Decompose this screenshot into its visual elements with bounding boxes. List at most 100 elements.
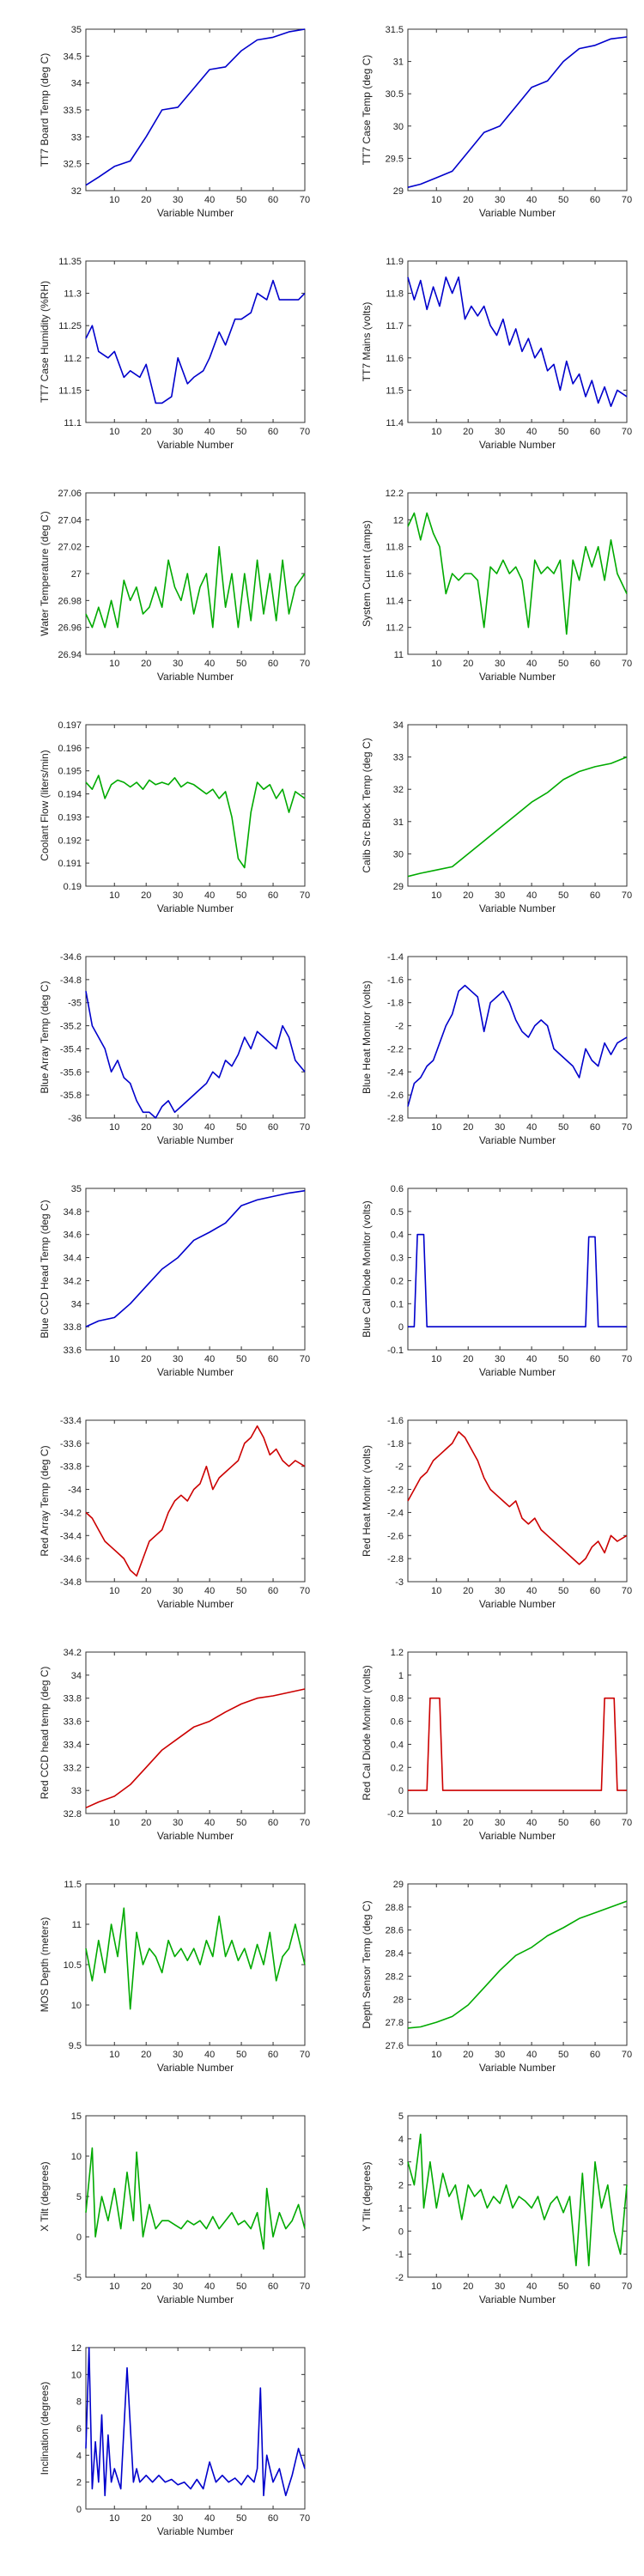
x-tick-label: 30 — [173, 659, 183, 669]
y-tick-label: 28 — [393, 1995, 404, 2005]
y-tick-label: 33 — [71, 132, 82, 143]
x-tick-label: 30 — [173, 427, 183, 437]
plot-area — [85, 1419, 306, 1583]
x-tick-label: 70 — [300, 1818, 310, 1828]
y-tick-label: 34.5 — [64, 52, 82, 62]
x-tick-label: 30 — [173, 2281, 183, 2292]
y-tick-label: 11.3 — [64, 289, 82, 300]
y-tick-label: -1.8 — [387, 1439, 404, 1449]
y-tick-label: 0.2 — [391, 1276, 404, 1286]
chart-panel: 10 20 30 40 50 60 70 26.94 26.96 26.98 27 27.02 27.0… — [0, 464, 322, 696]
y-tick-label: 33.2 — [64, 1763, 82, 1773]
plot-area — [85, 260, 306, 423]
y-tick-label: 27.02 — [58, 543, 82, 553]
plot-area — [407, 1883, 628, 2046]
y-tick-label: 31.5 — [386, 25, 404, 35]
x-tick-label: 40 — [204, 427, 215, 437]
x-tick-label: 40 — [526, 1586, 537, 1596]
y-tick-label: 0 — [76, 2505, 82, 2515]
y-tick-label: 0.1 — [391, 1299, 404, 1309]
y-axis-label: TT7 Case Humidity (%RH) — [39, 281, 51, 403]
y-tick-label: 34.4 — [64, 1254, 82, 1264]
x-tick-label: 30 — [495, 2050, 505, 2060]
y-tick-label: -2.4 — [387, 1067, 404, 1078]
chart-svg: 10 20 30 40 50 60 70 -2.8 -2.6 -2.4 -2.2 -2 -1.8 -1.6… — [361, 952, 632, 1146]
y-axis-label: Calib Src Block Temp (deg C) — [361, 738, 373, 872]
chart-panel: 10 20 30 40 50 60 70 -5 0 5 10 15 Variable Number X T… — [0, 2087, 322, 2318]
y-tick-label: -34.8 — [60, 1577, 82, 1588]
x-tick-label: 20 — [141, 2281, 151, 2292]
chart-svg: 10 20 30 40 50 60 70 -0.2 0 0.2 0.4 0.6 0.8 1 1.2 Varia… — [361, 1648, 632, 1842]
series-line — [85, 1189, 306, 1327]
x-tick-label: 30 — [495, 1586, 505, 1596]
y-tick-label: 27 — [71, 569, 82, 580]
chart-panel: 10 20 30 40 50 60 70 11 11.2 11.4 11.6 11.8 12 12.2 Va… — [322, 464, 644, 696]
x-tick-label: 60 — [590, 1818, 600, 1828]
x-tick-label: 60 — [268, 427, 278, 437]
x-tick-label: 10 — [431, 890, 441, 901]
x-tick-label: 30 — [173, 890, 183, 901]
y-tick-label: -33.8 — [60, 1462, 82, 1473]
y-tick-label: 10.5 — [64, 1960, 82, 1971]
plot-area — [85, 1651, 306, 1814]
series-line — [85, 2147, 306, 2250]
x-axis-label: Variable Number — [157, 671, 234, 683]
y-tick-label: 34 — [393, 720, 404, 731]
y-tick-label: 0.191 — [58, 859, 82, 869]
chart-svg: 10 20 30 40 50 60 70 11 11.2 11.4 11.6 11.8 12 12.2 Va… — [361, 489, 632, 683]
y-tick-label: 11.8 — [386, 543, 404, 553]
y-axis-label: Blue Array Temp (deg C) — [39, 981, 51, 1093]
y-tick-label: 34.6 — [64, 1230, 82, 1241]
x-tick-label: 60 — [590, 2050, 600, 2060]
x-tick-label: 70 — [622, 1818, 632, 1828]
y-tick-label: 32.8 — [64, 1809, 82, 1820]
y-tick-label: 0.5 — [391, 1207, 404, 1218]
x-tick-label: 30 — [173, 195, 183, 205]
y-tick-label: -35.6 — [60, 1067, 82, 1078]
y-tick-label: 11.5 — [386, 386, 404, 396]
x-axis-label: Variable Number — [479, 439, 556, 451]
x-tick-label: 60 — [590, 427, 600, 437]
chart-panel: 10 20 30 40 50 60 70 27.6 27.8 28 28.2 28.4 28.6 28.8… — [322, 1855, 644, 2087]
x-tick-label: 70 — [300, 2513, 310, 2524]
x-tick-label: 40 — [526, 890, 537, 901]
y-tick-label: -1.4 — [387, 952, 404, 963]
y-tick-label: 32 — [71, 186, 82, 197]
x-tick-label: 10 — [109, 2281, 119, 2292]
plot-area — [85, 1883, 306, 2046]
x-tick-label: 20 — [141, 890, 151, 901]
y-axis-label: Red Heat Monitor (volts) — [361, 1445, 373, 1557]
x-tick-label: 20 — [463, 659, 473, 669]
plot-area — [85, 28, 306, 191]
y-tick-label: -34.6 — [60, 1554, 82, 1564]
x-tick-label: 60 — [268, 890, 278, 901]
x-tick-label: 10 — [431, 1586, 441, 1596]
x-axis-label: Variable Number — [157, 2525, 234, 2537]
chart-panel: 10 20 30 40 50 60 70 -2 -1 0 1 2 3 4 5 Variable Number Y… — [322, 2087, 644, 2318]
y-tick-label: 34.2 — [64, 1276, 82, 1286]
y-tick-label: 27.06 — [58, 489, 82, 499]
x-axis-label: Variable Number — [157, 2293, 234, 2306]
x-axis-label: Variable Number — [479, 207, 556, 219]
plot-area — [407, 2115, 628, 2278]
y-tick-label: 0 — [398, 1322, 404, 1333]
y-tick-label: -2.6 — [387, 1531, 404, 1541]
y-tick-label: 4 — [398, 2135, 404, 2145]
chart-svg: 10 20 30 40 50 60 70 29 30 31 32 33 34 Variable Numbe… — [361, 720, 632, 914]
x-tick-label: 60 — [268, 1818, 278, 1828]
x-tick-label: 30 — [495, 1122, 505, 1133]
y-tick-label: 11.25 — [58, 321, 82, 331]
x-tick-label: 20 — [463, 1818, 473, 1828]
chart-svg: 10 20 30 40 50 60 70 26.94 26.96 26.98 27 27.02 27.0… — [39, 489, 310, 683]
x-tick-label: 40 — [204, 1354, 215, 1364]
chart-svg: 10 20 30 40 50 60 70 -34.8 -34.6 -34.4 -34.2 -34 -33… — [39, 1416, 310, 1610]
plot-area — [407, 724, 628, 887]
x-tick-label: 30 — [173, 2513, 183, 2524]
x-tick-label: 10 — [431, 2050, 441, 2060]
x-tick-label: 20 — [463, 1122, 473, 1133]
y-tick-label: -2.6 — [387, 1091, 404, 1101]
y-tick-label: 11 — [72, 1920, 82, 1930]
y-axis-label: X Tilt (degrees) — [39, 2161, 51, 2231]
y-tick-label: -33.6 — [60, 1439, 82, 1449]
x-tick-label: 50 — [558, 1818, 568, 1828]
